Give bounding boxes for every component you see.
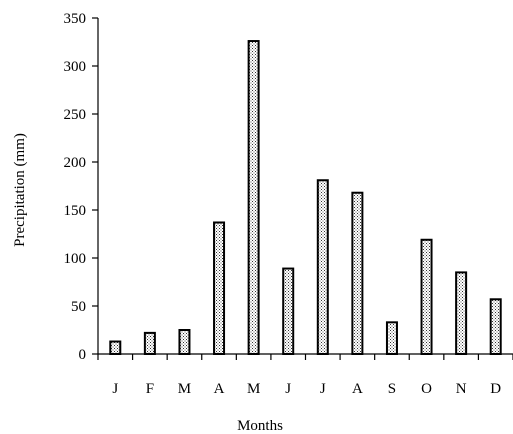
y-tick-label: 200 xyxy=(64,155,87,171)
x-tick-label: J xyxy=(320,381,326,397)
y-tick-label: 250 xyxy=(64,107,87,123)
x-tick-label: S xyxy=(388,381,396,397)
bar-2 xyxy=(178,329,191,355)
bar-1 xyxy=(143,331,156,356)
x-tick-label: A xyxy=(352,381,363,397)
y-tick-label: 100 xyxy=(64,251,87,267)
x-axis-ticks xyxy=(97,354,513,360)
bar-series xyxy=(109,40,502,356)
bar-0 xyxy=(109,340,122,355)
x-tick-label: N xyxy=(456,381,467,397)
bar-8 xyxy=(385,321,398,356)
bar-4 xyxy=(247,40,260,355)
bar-9 xyxy=(420,238,433,355)
y-tick-label: 0 xyxy=(79,347,87,363)
x-tick-label: J xyxy=(285,381,291,397)
y-axis-ticks: 0 50 100 150 200 250 300 350 xyxy=(64,11,98,363)
y-tick-label: 350 xyxy=(64,11,87,27)
bar-11 xyxy=(489,298,502,355)
x-tick-label: A xyxy=(214,381,225,397)
y-tick-label: 50 xyxy=(71,299,86,315)
x-tick-label: M xyxy=(247,381,260,397)
bar-5 xyxy=(282,267,295,355)
y-axis-title: Precipitation (mm) xyxy=(12,133,28,247)
y-tick-label: 300 xyxy=(64,59,87,75)
x-tick-label: J xyxy=(112,381,118,397)
bar-10 xyxy=(455,271,468,355)
x-axis-title: Months xyxy=(237,418,283,434)
x-tick-label: F xyxy=(146,381,154,397)
x-tick-label: M xyxy=(178,381,191,397)
bar-3 xyxy=(213,221,226,355)
x-tick-label: O xyxy=(421,381,432,397)
bar-6 xyxy=(316,179,329,355)
y-tick-label: 150 xyxy=(64,203,87,219)
bar-7 xyxy=(351,191,364,355)
x-tick-label: D xyxy=(490,381,501,397)
